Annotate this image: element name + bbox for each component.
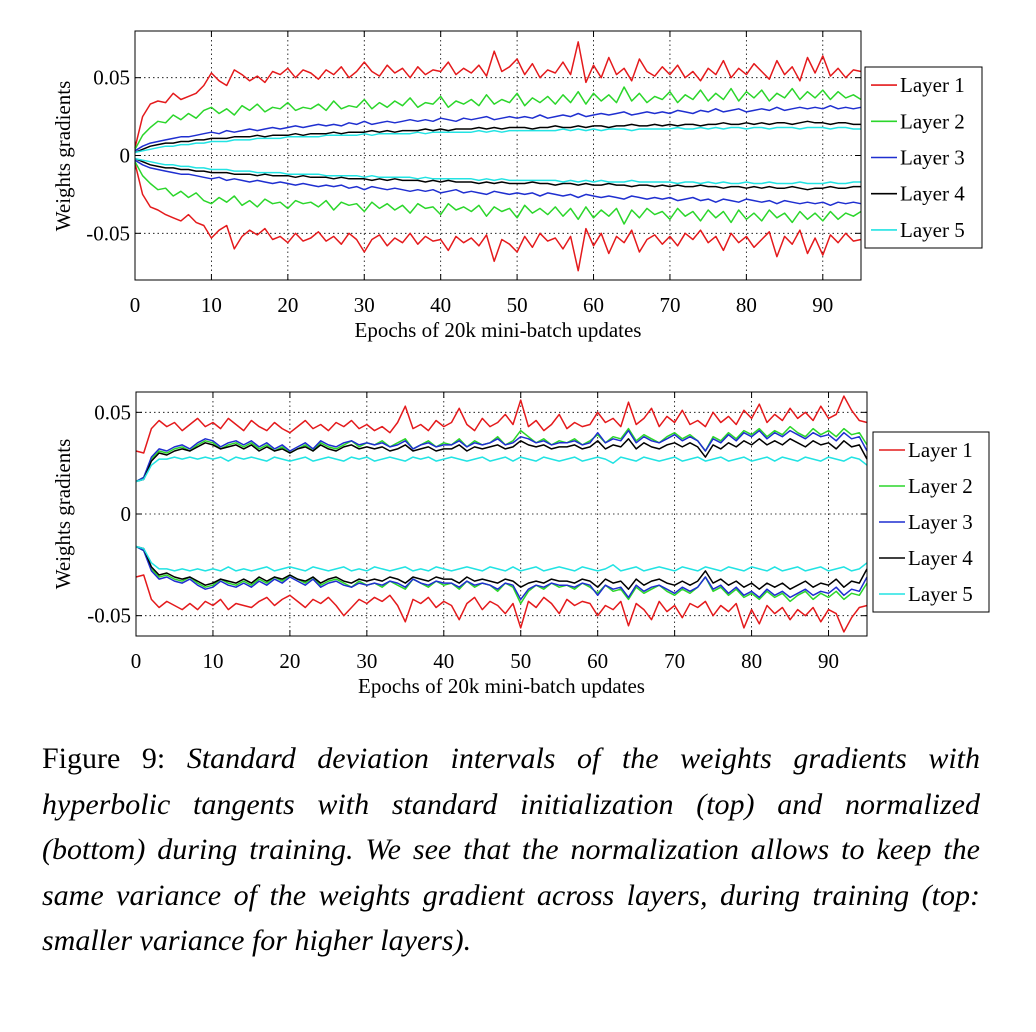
series-line-layer-3-upper bbox=[135, 429, 868, 483]
legend-label: Layer 3 bbox=[908, 510, 973, 534]
x-axis-title: Epochs of 20k mini-batch updates bbox=[358, 674, 645, 698]
x-tick-label: 70 bbox=[664, 649, 685, 673]
series-line-layer-2-lower bbox=[134, 161, 862, 225]
y-tick-label: 0.05 bbox=[93, 66, 130, 90]
series-line-layer-1-upper bbox=[134, 41, 862, 148]
legend-label: Layer 3 bbox=[900, 146, 965, 170]
legend-label: Layer 5 bbox=[900, 218, 965, 242]
x-tick-label: 40 bbox=[433, 649, 454, 673]
series-line-layer-4-lower bbox=[134, 157, 861, 191]
y-tick-label: 0.05 bbox=[94, 400, 131, 424]
series-line-layer-1-upper bbox=[135, 395, 868, 454]
y-axis-title: Weights gradients bbox=[51, 439, 75, 590]
x-tick-label: 60 bbox=[583, 293, 604, 317]
figure-caption: Figure 9: Standard deviation intervals o… bbox=[42, 736, 980, 964]
x-tick-label: 80 bbox=[736, 293, 757, 317]
legend-label: Layer 1 bbox=[900, 73, 965, 97]
x-axis-title: Epochs of 20k mini-batch updates bbox=[355, 318, 642, 342]
series-line-layer-2-upper bbox=[135, 425, 868, 483]
x-tick-label: 20 bbox=[277, 293, 298, 317]
series-line-layer-2-lower bbox=[135, 545, 868, 605]
x-tick-label: 90 bbox=[818, 649, 839, 673]
legend-label: Layer 1 bbox=[908, 438, 973, 462]
x-tick-label: 0 bbox=[130, 293, 141, 317]
series-line-layer-5-upper bbox=[135, 456, 868, 483]
x-tick-label: 20 bbox=[279, 649, 300, 673]
top-chart: 0 10 20 30 40 50 60 70 80 90 -0.05 0 0.05 Epochs of 2… bbox=[51, 30, 983, 342]
series-line-layer-5-lower bbox=[134, 157, 861, 185]
legend-label: Layer 4 bbox=[900, 182, 965, 206]
legend-label: Layer 4 bbox=[908, 546, 973, 570]
y-tick-label: -0.05 bbox=[87, 604, 131, 628]
series-line-layer-4-lower bbox=[135, 545, 868, 590]
x-tick-label: 70 bbox=[659, 293, 680, 317]
x-tick-label: 80 bbox=[741, 649, 762, 673]
series-line-layer-2-upper bbox=[134, 86, 862, 150]
x-tick-label: 40 bbox=[430, 293, 451, 317]
series-line-layer-3-upper bbox=[134, 104, 862, 152]
legend-label: Layer 2 bbox=[900, 109, 965, 133]
series-line-layer-5-lower bbox=[135, 545, 868, 572]
x-tick-label: 10 bbox=[201, 293, 222, 317]
y-axis-title: Weights gradients bbox=[51, 81, 75, 232]
series-line-layer-4-upper bbox=[134, 120, 861, 154]
x-tick-label: 50 bbox=[507, 293, 528, 317]
legend-label: Layer 2 bbox=[908, 474, 973, 498]
series-line-layer-4-upper bbox=[135, 438, 868, 483]
series-line-layer-1-lower bbox=[135, 574, 868, 633]
x-tick-label: 60 bbox=[587, 649, 608, 673]
series-line-layer-5-upper bbox=[134, 126, 861, 154]
y-tick-label: 0 bbox=[120, 144, 131, 168]
caption-prefix: Figure 9: bbox=[42, 742, 166, 775]
legend-label: Layer 5 bbox=[908, 582, 973, 606]
x-tick-label: 50 bbox=[510, 649, 531, 673]
series-line-layer-3-lower bbox=[134, 159, 862, 207]
series-line-layer-1-lower bbox=[134, 163, 862, 272]
x-tick-label: 0 bbox=[131, 649, 142, 673]
x-tick-label: 90 bbox=[812, 293, 833, 317]
y-tick-label: 0 bbox=[121, 502, 132, 526]
x-tick-label: 30 bbox=[356, 649, 377, 673]
y-tick-label: -0.05 bbox=[86, 221, 130, 245]
series-line-layer-3-lower bbox=[135, 545, 868, 601]
x-tick-label: 10 bbox=[202, 649, 223, 673]
caption-text: Standard deviation intervals of the weig… bbox=[42, 742, 980, 957]
x-tick-label: 30 bbox=[354, 293, 375, 317]
